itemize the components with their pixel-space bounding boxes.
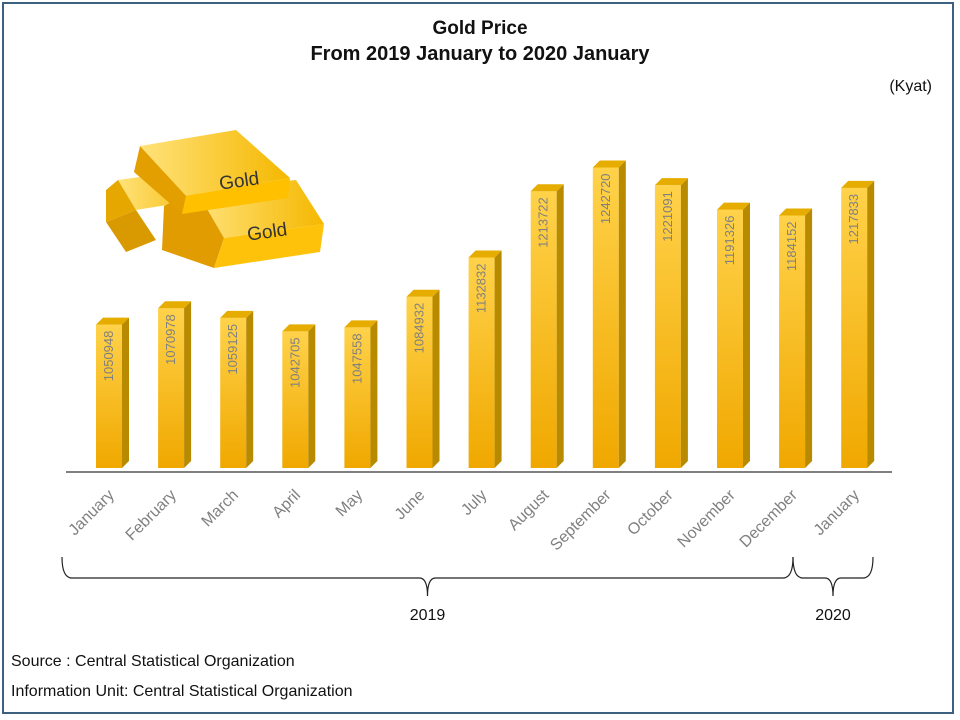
bar-side (805, 208, 813, 468)
bar-top (406, 289, 440, 297)
bar-side (308, 324, 316, 468)
bar-value-label: 1221091 (660, 191, 675, 242)
bar-6: 1132832 (468, 250, 502, 468)
bar-top (654, 178, 688, 186)
bar-top (468, 250, 502, 258)
bar-side (122, 317, 129, 468)
x-tick-label: August (505, 486, 553, 534)
bar-front (468, 257, 495, 468)
bar-side (184, 301, 192, 468)
bar-value-label: 1070978 (163, 314, 178, 365)
bar-front (592, 167, 619, 468)
bar-11: 1184152 (779, 208, 813, 468)
bar-front (779, 215, 806, 468)
x-tick-label: February (123, 487, 180, 544)
x-tick-label: May (333, 487, 366, 520)
bar-value-label: 1042705 (287, 337, 302, 388)
bar-series: 1050948 1070978 1059125 1042705 1047558 10849… (96, 160, 875, 469)
info-line: Information Unit: Central Statistical Or… (11, 683, 353, 700)
bar-value-label: 1191326 (722, 216, 737, 266)
gold-bars-illustration: Gold Gold (106, 130, 324, 268)
bar-1: 1070978 (158, 301, 192, 468)
bar-value-label: 1084932 (412, 303, 427, 354)
bar-value-label: 1047558 (349, 333, 364, 384)
bar-top (96, 317, 129, 325)
bar-front (220, 317, 247, 468)
x-tick-label: November (675, 486, 740, 551)
x-tick-label: January (66, 487, 118, 539)
bar-side (680, 178, 688, 469)
bar-top (344, 320, 378, 328)
bar-side (494, 250, 502, 468)
bar-side (432, 289, 440, 468)
bar-front (96, 324, 122, 468)
bar-2: 1059125 (220, 310, 254, 468)
bar-front (654, 185, 681, 469)
unit-label: (Kyat) (889, 78, 932, 95)
bracket-2019: 2019 (61, 556, 794, 624)
x-tick-label: January (811, 487, 863, 539)
x-tick-label: October (624, 486, 677, 539)
chart-subtitle: From 2019 January to 2020 January (310, 43, 650, 65)
bar-10: 1191326 (717, 202, 750, 468)
bar-front (158, 308, 185, 468)
x-tick-label: July (458, 487, 490, 519)
x-tick-label: March (199, 487, 242, 530)
x-tick-label: June (392, 487, 429, 524)
bar-front (717, 209, 743, 468)
bar-value-label: 1213722 (536, 197, 551, 248)
year-brackets: 2019 2020 (61, 556, 874, 624)
bar-top (592, 160, 626, 168)
chart-title: Gold Price (432, 18, 528, 39)
bar-5: 1084932 (406, 289, 440, 468)
bar-side (246, 310, 254, 468)
bar-12: 1217833 (841, 180, 875, 469)
bracket-2020: 2020 (792, 556, 874, 624)
source-line: Source : Central Statistical Organizatio… (11, 653, 295, 670)
bar-side (743, 202, 750, 468)
bar-top (717, 202, 750, 210)
x-tick-labels: January February March April May June July Augu… (66, 486, 863, 554)
x-tick-label: April (269, 487, 304, 522)
bar-value-label: 1132832 (474, 264, 489, 314)
x-tick-label: September (547, 486, 615, 554)
bar-side (370, 320, 378, 468)
bar-9: 1221091 (654, 178, 688, 469)
year-label: 2019 (410, 607, 446, 624)
bar-3: 1042705 (282, 324, 316, 468)
bar-value-label: 1059125 (225, 324, 240, 375)
bar-top (530, 184, 564, 192)
bar-front (282, 331, 309, 468)
bar-7: 1213722 (530, 184, 564, 469)
year-label: 2020 (815, 607, 851, 624)
bar-top (841, 180, 875, 188)
bar-front (841, 187, 868, 469)
bar-side (618, 160, 626, 468)
bar-side (556, 184, 564, 469)
bar-front (406, 296, 433, 468)
bar-side (867, 180, 875, 469)
bracket-path (61, 556, 794, 597)
bar-front (530, 191, 557, 469)
bar-top (282, 324, 316, 332)
bar-value-label: 1184152 (784, 221, 799, 271)
bar-top (158, 301, 192, 309)
bar-8: 1242720 (592, 160, 626, 468)
bar-4: 1047558 (344, 320, 378, 468)
bracket-path (792, 556, 874, 597)
x-tick-label: December (737, 486, 802, 551)
bar-top (779, 208, 813, 216)
bar-value-label: 1050948 (101, 331, 116, 382)
bar-value-label: 1242720 (598, 173, 613, 224)
bar-front (344, 327, 371, 468)
bar-value-label: 1217833 (846, 194, 861, 245)
bar-0: 1050948 (96, 317, 129, 468)
bar-top (220, 310, 254, 318)
